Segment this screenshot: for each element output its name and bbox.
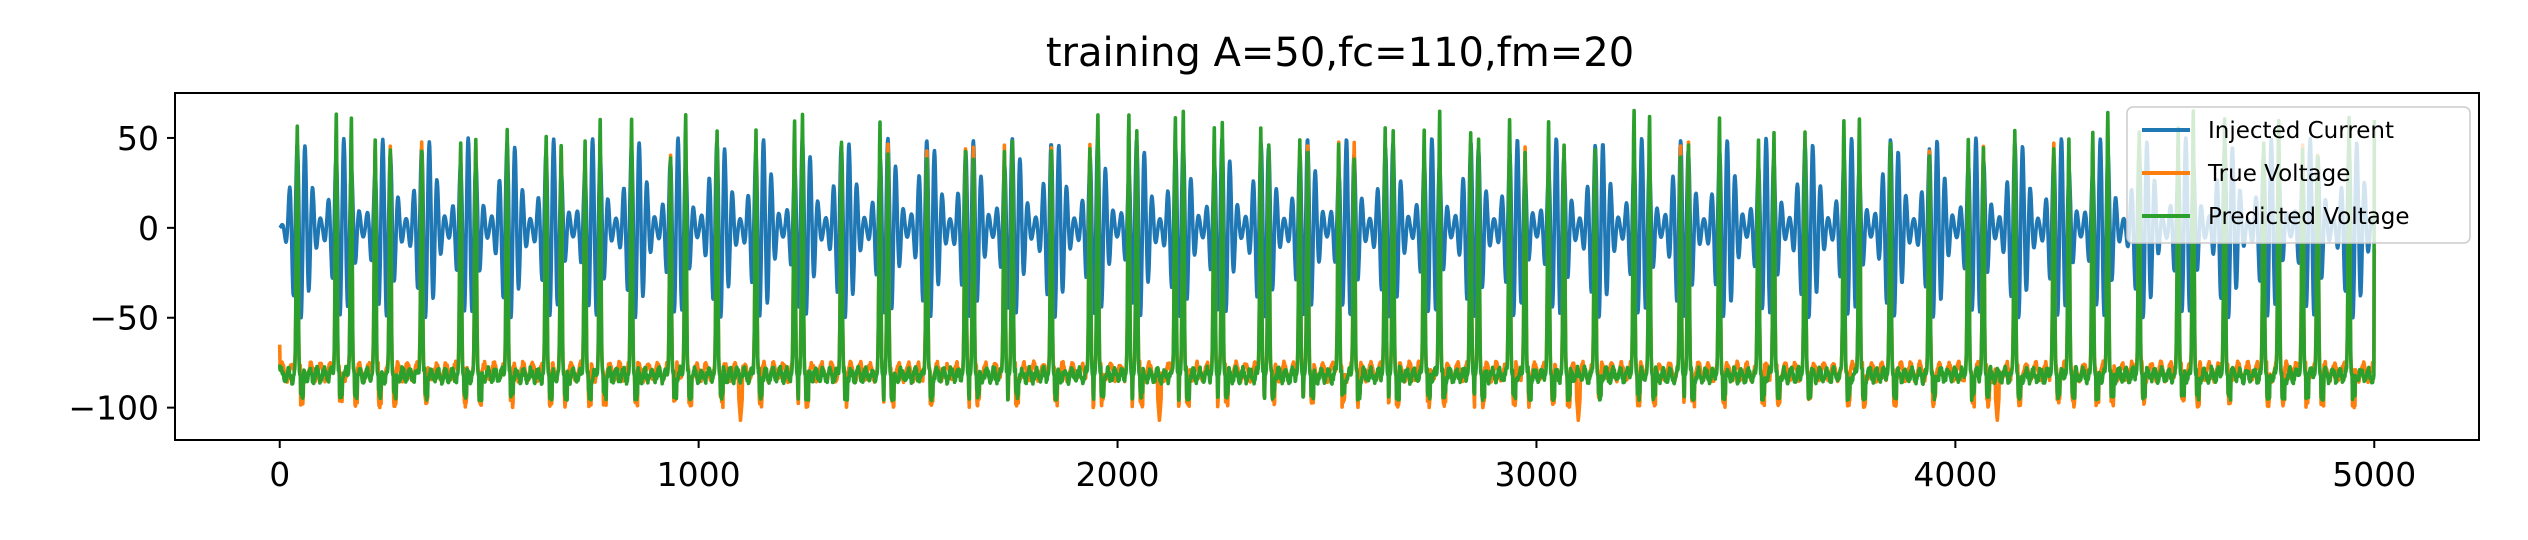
y-tick-label: 50: [117, 119, 159, 158]
series-line-2: [277, 108, 2377, 403]
series-line-0: [278, 136, 2377, 320]
legend-label: Predicted Voltage: [2208, 204, 2410, 230]
y-axis: 50 0 −50 −100: [68, 119, 175, 428]
y-tick-label: 0: [138, 209, 159, 248]
legend: Injected Current True Voltage Predicted Vo…: [2126, 106, 2471, 244]
x-tick-label: 0: [269, 455, 290, 494]
x-tick-label: 3000: [1494, 455, 1578, 494]
legend-frame: [2126, 106, 2471, 244]
x-tick-label: 2000: [1076, 455, 1160, 494]
x-axis: 0 1000 2000 3000 4000 5000: [269, 440, 2416, 494]
y-tick-label: −50: [89, 299, 159, 338]
y-tick-label: −100: [68, 389, 159, 428]
legend-label: True Voltage: [2207, 161, 2350, 187]
x-tick-label: 1000: [657, 455, 741, 494]
series-layer: [277, 108, 2377, 422]
x-tick-label: 4000: [1913, 455, 1997, 494]
chart-title: training A=50,fc=110,fm=20: [1046, 30, 1634, 76]
legend-label: Injected Current: [2208, 118, 2394, 144]
plot-frame: [174, 92, 2480, 441]
x-tick-label: 5000: [2332, 455, 2416, 494]
